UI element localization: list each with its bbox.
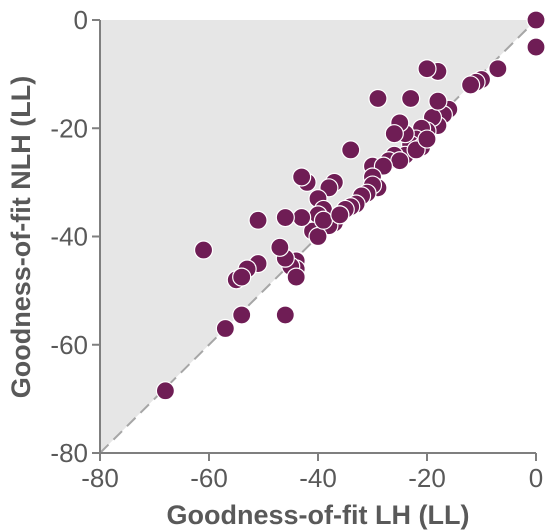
y-tick-label: -60 [50, 330, 88, 360]
x-tick-label: -60 [190, 463, 228, 493]
data-point [428, 91, 448, 111]
x-tick-label: -40 [299, 463, 337, 493]
data-point [155, 381, 175, 401]
data-point [368, 88, 388, 109]
data-point [286, 267, 306, 287]
data-point [384, 124, 404, 144]
data-point [308, 226, 328, 247]
data-point [488, 59, 508, 79]
y-tick-label: 0 [74, 5, 88, 35]
y-ticks: 0 -20 -40 -60 -80 [50, 5, 100, 468]
x-tick-label: -20 [408, 463, 446, 493]
data-point [313, 210, 334, 230]
data-point [390, 151, 410, 171]
data-point [292, 167, 312, 187]
y-axis-title: Goodness-of-fit NLH (LL) [6, 76, 36, 398]
x-tick-label: 0 [529, 463, 543, 493]
data-point [215, 318, 235, 339]
data-point [232, 267, 252, 287]
data-point [275, 207, 295, 228]
data-point [193, 240, 214, 260]
y-tick-label: -80 [50, 438, 88, 468]
x-ticks: -80 -60 -40 -20 0 [81, 453, 543, 493]
data-point [417, 129, 437, 149]
x-axis-title: Goodness-of-fit LH (LL) [167, 500, 470, 530]
data-point [526, 37, 546, 57]
data-point [341, 140, 361, 160]
data-point [417, 59, 437, 79]
y-tick-label: -20 [50, 113, 88, 143]
x-tick-label: -80 [81, 463, 119, 493]
data-point [526, 10, 546, 30]
data-point [270, 237, 290, 257]
data-point [401, 88, 421, 109]
data-point [232, 305, 252, 325]
data-point [292, 207, 312, 228]
data-point [275, 305, 295, 325]
data-point [248, 210, 268, 230]
data-point [330, 205, 350, 225]
data-points [155, 10, 546, 401]
data-point [461, 75, 481, 95]
y-tick-label: -40 [50, 222, 88, 252]
